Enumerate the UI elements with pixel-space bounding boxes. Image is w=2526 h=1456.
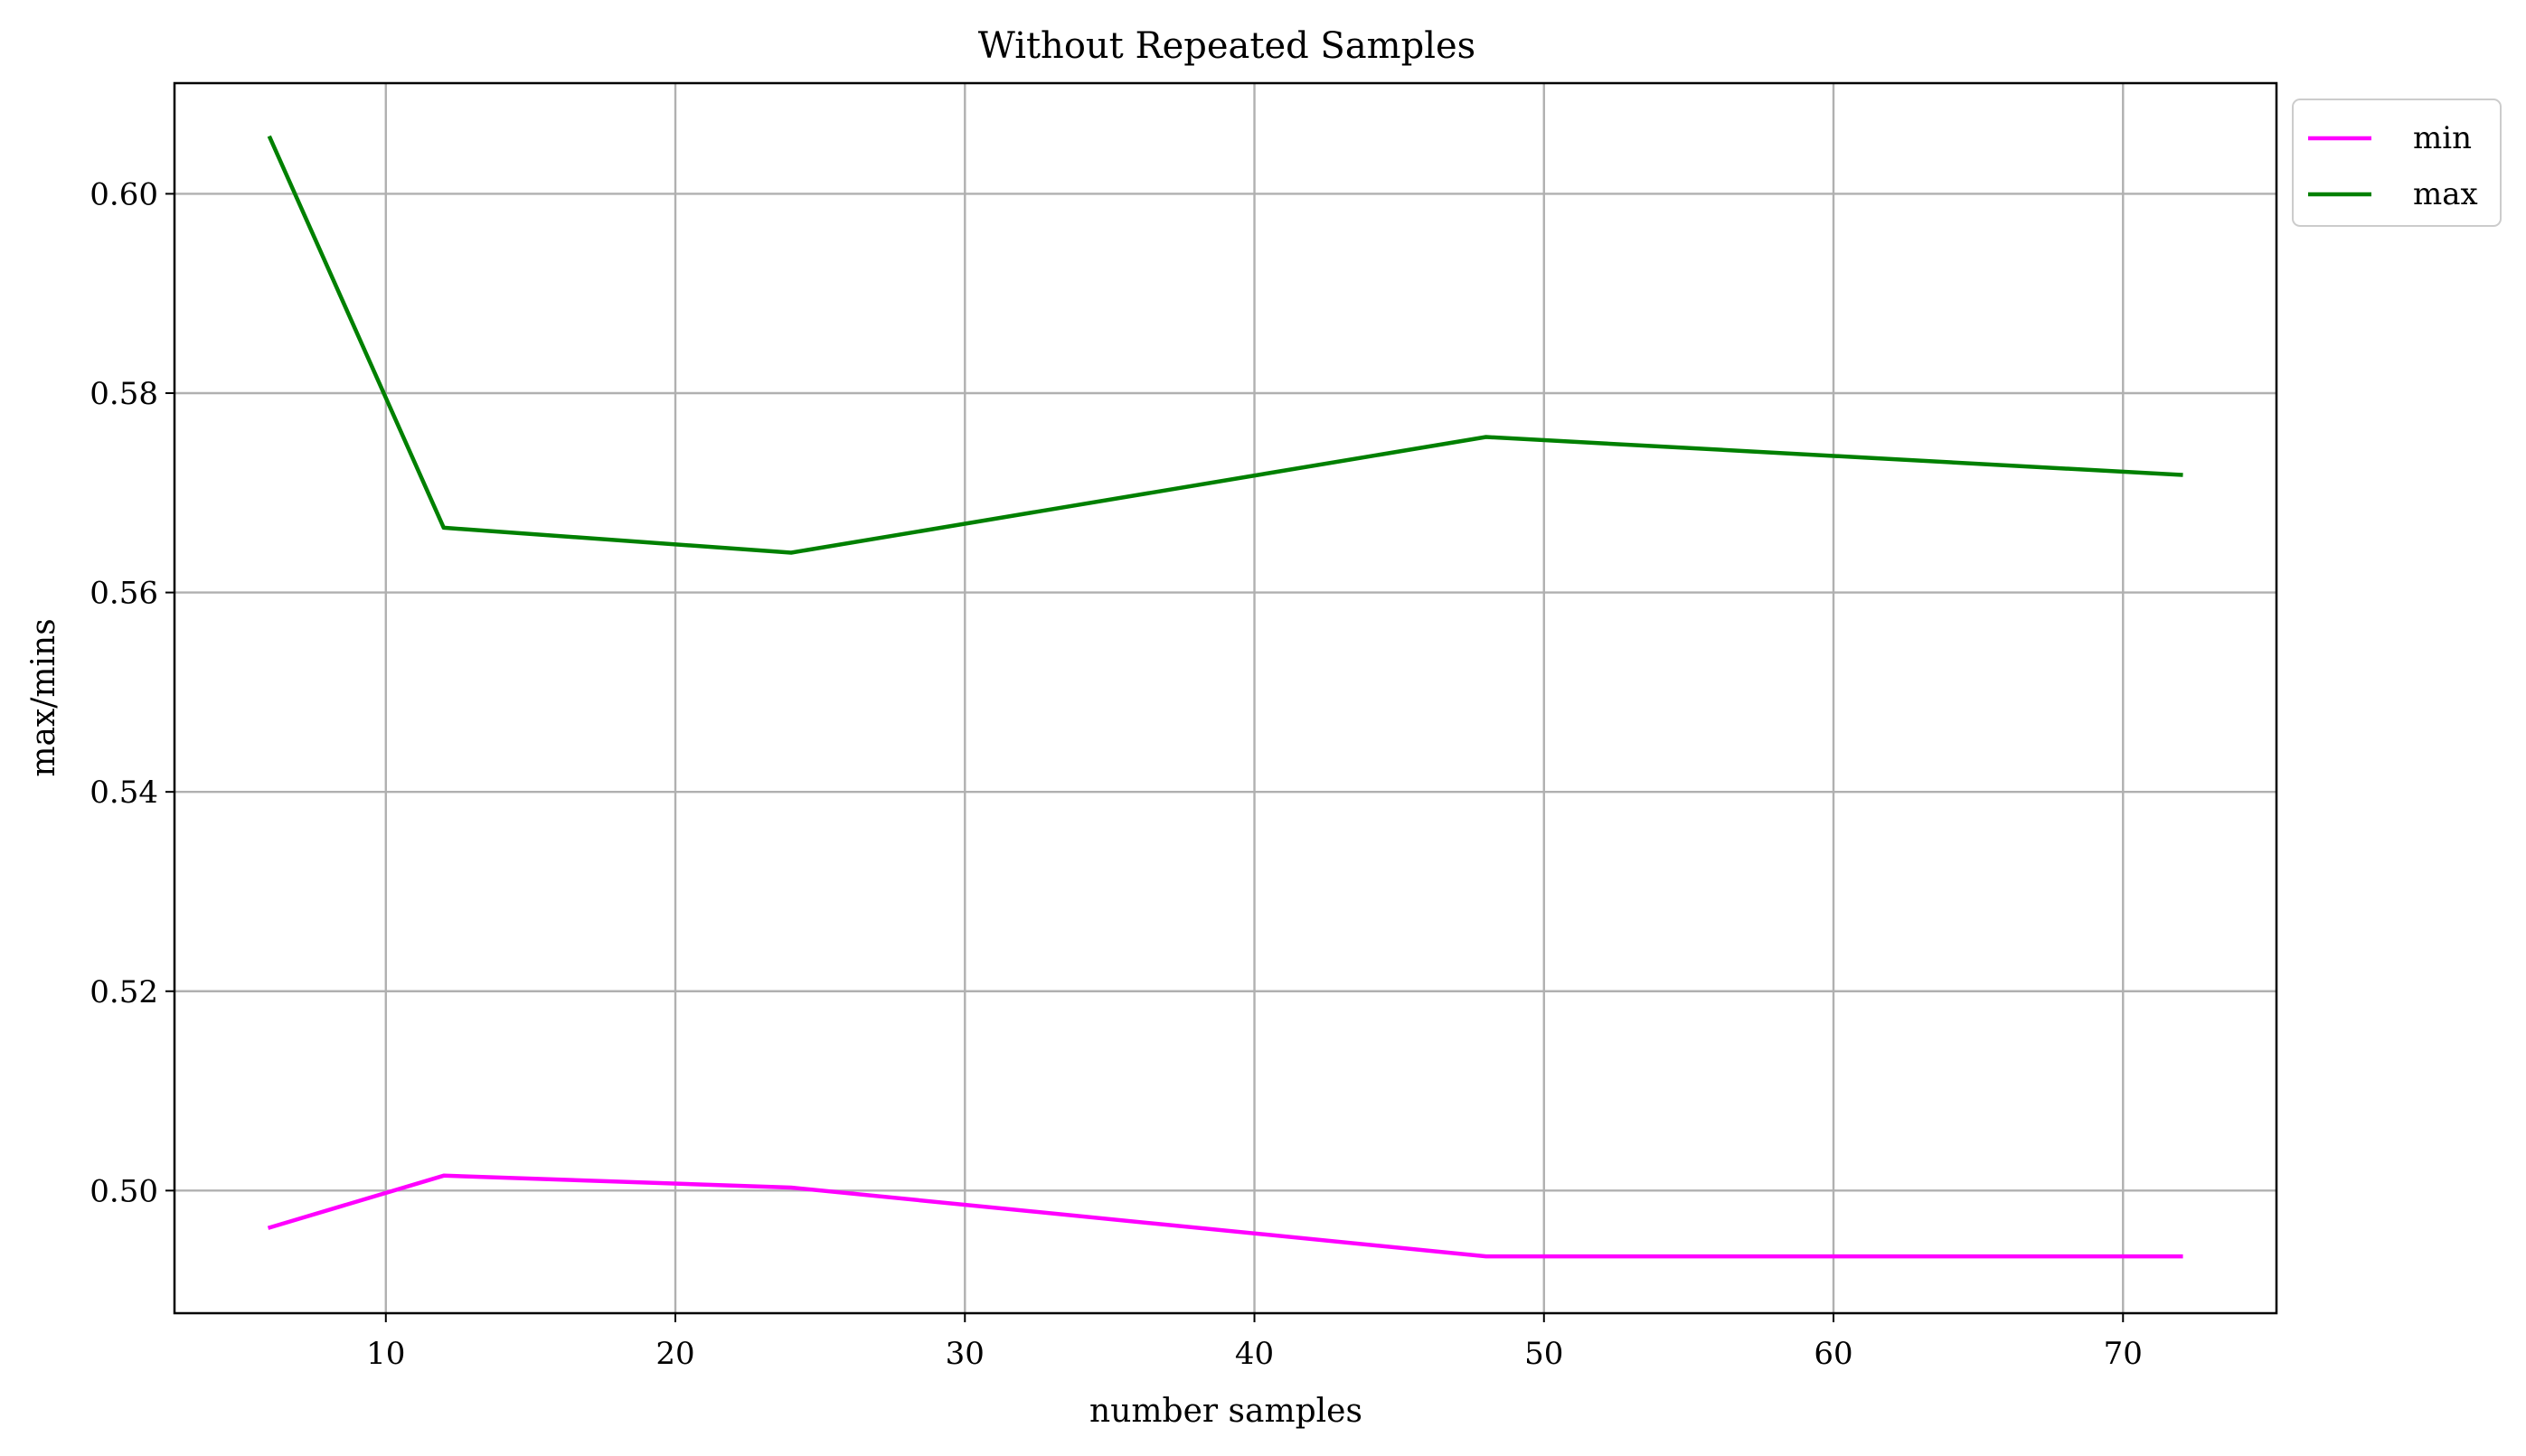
y-tick-label: 0.52 [90, 974, 158, 1010]
y-tick-label: 0.58 [90, 376, 158, 412]
y-tick-label: 0.54 [90, 775, 158, 811]
y-axis-label: max/mins [25, 618, 62, 776]
y-tick-label: 0.56 [90, 576, 158, 612]
legend-label-max: max [2413, 176, 2478, 212]
y-tick-label: 0.50 [90, 1173, 158, 1209]
x-tick-label: 40 [1235, 1336, 1274, 1372]
chart-title: Without Repeated Samples [978, 25, 1475, 67]
x-tick-label: 20 [655, 1336, 694, 1372]
x-axis-label: number samples [1089, 1393, 1362, 1430]
x-tick-label: 50 [1524, 1336, 1563, 1372]
x-axis: 10 20 30 40 50 60 70 [366, 1313, 2143, 1372]
x-tick-label: 10 [366, 1336, 405, 1372]
x-tick-label: 70 [2104, 1336, 2143, 1372]
x-tick-label: 60 [1814, 1336, 1852, 1372]
grid [174, 83, 2276, 1313]
legend-label-min: min [2413, 120, 2472, 156]
legend: min max [2292, 99, 2502, 227]
plot-area-series [267, 135, 2183, 1259]
y-axis: 0.50 0.52 0.54 0.56 0.58 0.60 [90, 176, 174, 1209]
series-line-max [267, 135, 2183, 555]
y-tick-label: 0.60 [90, 176, 158, 212]
plot-frame [173, 81, 2278, 1315]
series-line-min [267, 1173, 2183, 1259]
x-tick-label: 30 [946, 1336, 985, 1372]
